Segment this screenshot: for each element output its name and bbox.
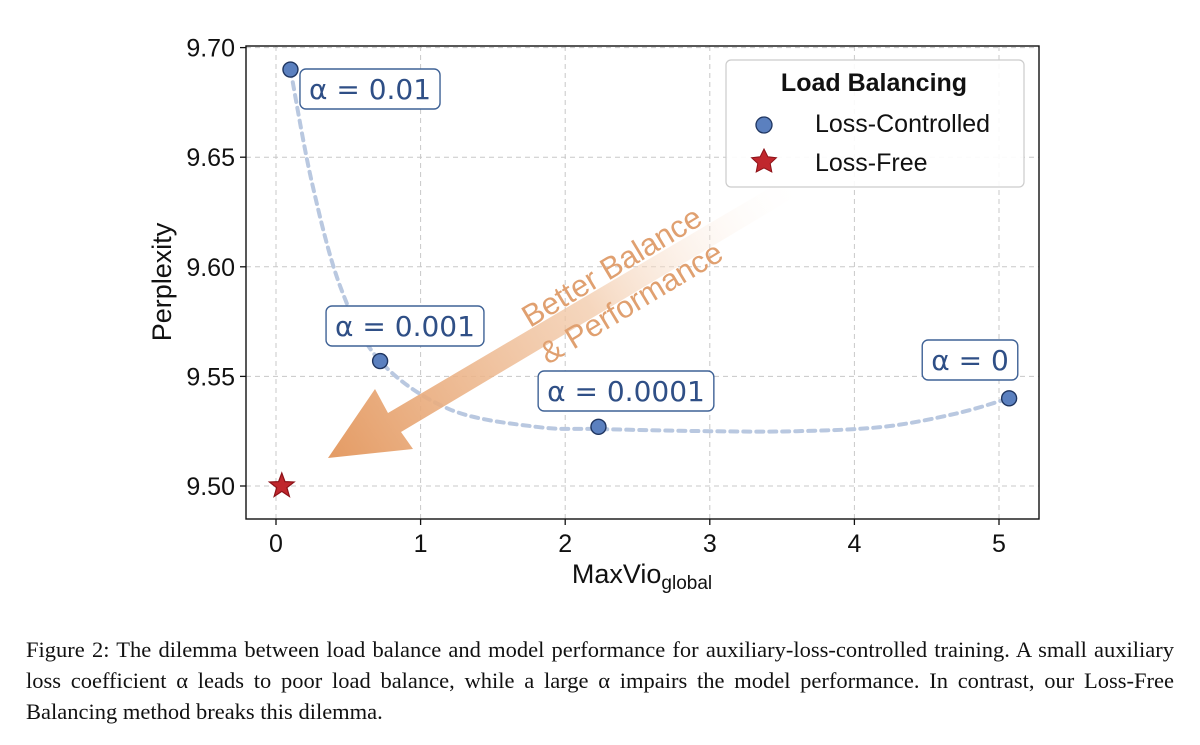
- scatter-chart: Better Balance & Performance 0 1 2 3 4 59.509…: [147, 35, 1040, 594]
- alpha-annotation-text: α = 0.01: [309, 73, 431, 106]
- alpha-annotation-text: α = 0: [931, 344, 1009, 377]
- axis-ticks: 0 1 2 3 4 5 9.50 9.55 9.60 9.65 9.70: [186, 35, 1006, 558]
- legend: Load Balancing Loss-Controlled Loss-Free: [725, 59, 1025, 188]
- loss-controlled-point: [1000, 390, 1018, 407]
- legend-entry-loss-free: Loss-Free: [815, 149, 928, 177]
- x-tick-label: 4: [847, 530, 861, 558]
- loss-controlled-point: [371, 352, 389, 370]
- y-axis-label: Perplexity: [147, 222, 177, 341]
- x-tick-label: 1: [414, 530, 428, 558]
- x-tick-label: 0: [269, 530, 283, 558]
- alpha-annotation-box: [537, 370, 715, 412]
- alpha-annotation-box: [325, 305, 485, 347]
- y-tick-label: 9.65: [186, 144, 235, 172]
- annotations: α = 0.01 α = 0.001 α = 0.0001 α = 0: [299, 68, 1019, 412]
- legend-box: [725, 59, 1025, 188]
- x-tick-label: 3: [703, 530, 717, 558]
- x-tick-label: 2: [558, 530, 572, 558]
- alpha-annotation-text: α = 0.001: [335, 310, 475, 343]
- figure-caption: Figure 2: The dilemma between load balan…: [26, 637, 1174, 724]
- x-axis-label: MaxVioglobal: [572, 559, 712, 594]
- data-points: [267, 61, 1018, 498]
- legend-star-marker: [750, 147, 778, 173]
- alpha-annotation-box: [299, 68, 441, 110]
- y-tick-label: 9.70: [186, 35, 235, 63]
- loss-controlled-point: [590, 418, 607, 436]
- y-tick-label: 9.60: [186, 254, 235, 282]
- x-axis-label-sub: global: [661, 573, 712, 594]
- legend-title: Load Balancing: [781, 69, 967, 97]
- legend-circle-marker: [755, 116, 773, 134]
- y-tick-label: 9.55: [186, 363, 235, 391]
- alpha-annotation-box: [921, 339, 1019, 381]
- arrow-shape: [328, 173, 808, 458]
- plot-frame: [245, 45, 1040, 520]
- legend-entry-loss-controlled: Loss-Controlled: [815, 110, 990, 138]
- x-axis-label-main: MaxVio: [572, 559, 662, 589]
- alpha-annotation-text: α = 0.0001: [547, 375, 705, 408]
- y-tick-label: 9.50: [186, 473, 235, 501]
- trend-curve-line: [288, 67, 1012, 434]
- trend-curve: [288, 67, 1012, 434]
- loss-free-star-point: [267, 471, 296, 498]
- loss-controlled-point: [282, 61, 299, 78]
- x-tick-label: 5: [992, 530, 1006, 558]
